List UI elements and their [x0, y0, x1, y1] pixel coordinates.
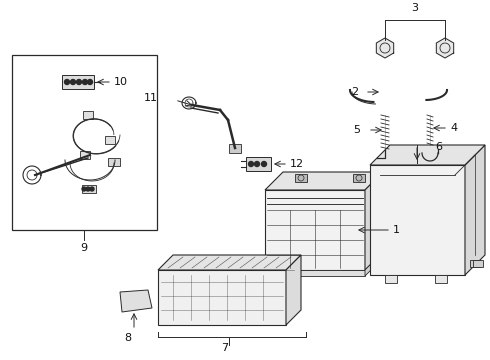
- Polygon shape: [158, 255, 301, 270]
- Bar: [370, 165, 465, 275]
- Bar: [80, 151, 90, 159]
- Text: 2: 2: [351, 87, 358, 97]
- Text: 10: 10: [114, 77, 128, 87]
- Bar: [246, 157, 271, 171]
- Bar: [265, 190, 365, 270]
- Bar: [295, 174, 307, 182]
- Circle shape: [254, 162, 260, 166]
- Polygon shape: [365, 252, 383, 276]
- Bar: [83, 111, 93, 119]
- Bar: [229, 144, 241, 153]
- Bar: [108, 158, 120, 166]
- Polygon shape: [265, 172, 383, 190]
- Circle shape: [76, 80, 81, 85]
- Circle shape: [248, 162, 253, 166]
- Polygon shape: [436, 38, 454, 58]
- Polygon shape: [286, 255, 301, 325]
- Circle shape: [262, 162, 267, 166]
- Bar: [385, 275, 397, 283]
- Bar: [62, 75, 94, 89]
- Polygon shape: [465, 145, 485, 275]
- Bar: [353, 174, 365, 182]
- Text: 4: 4: [450, 123, 457, 133]
- Circle shape: [86, 187, 90, 191]
- Polygon shape: [470, 260, 480, 267]
- Circle shape: [65, 80, 70, 85]
- Text: 9: 9: [80, 243, 88, 253]
- Text: 11: 11: [144, 93, 158, 103]
- Bar: [435, 275, 447, 283]
- Bar: [82, 185, 96, 193]
- Text: 1: 1: [393, 225, 400, 235]
- Bar: [158, 270, 286, 325]
- Polygon shape: [473, 260, 483, 267]
- Polygon shape: [120, 290, 152, 312]
- Circle shape: [82, 80, 88, 85]
- Text: 8: 8: [124, 333, 131, 343]
- Bar: [265, 270, 365, 276]
- Polygon shape: [370, 145, 485, 165]
- Text: 3: 3: [412, 3, 418, 13]
- Polygon shape: [365, 172, 383, 270]
- Text: 12: 12: [290, 159, 304, 169]
- Text: 6: 6: [435, 142, 442, 152]
- Circle shape: [71, 80, 75, 85]
- Text: 5: 5: [353, 125, 360, 135]
- Circle shape: [90, 187, 94, 191]
- Polygon shape: [376, 38, 393, 58]
- Circle shape: [82, 187, 86, 191]
- Text: 7: 7: [221, 343, 228, 353]
- Bar: [105, 136, 115, 144]
- Bar: [12, 55, 157, 230]
- Circle shape: [88, 80, 93, 85]
